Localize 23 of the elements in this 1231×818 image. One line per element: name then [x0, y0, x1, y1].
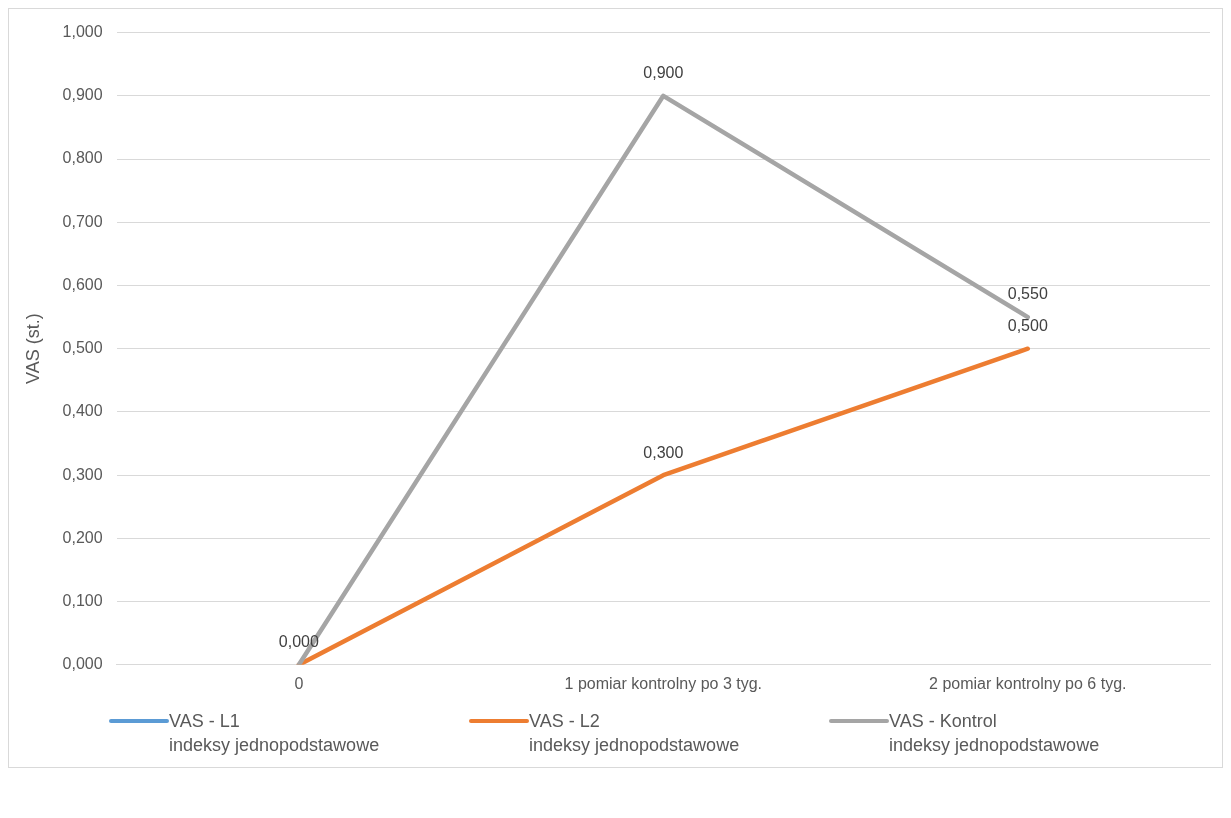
x-tick-label: 2 pomiar kontrolny po 6 tyg. — [929, 674, 1127, 692]
y-tick-label: 0,300 — [62, 465, 103, 483]
legend-label: VAS - L1 indeksy jednopodstawowe — [169, 710, 380, 757]
data-label: 0,550 — [1007, 285, 1048, 303]
y-tick-label: 0,100 — [62, 591, 103, 609]
y-tick-label: 0,400 — [62, 402, 103, 420]
y-tick-label: 0,200 — [62, 528, 103, 546]
data-label: 0,000 — [278, 633, 319, 651]
y-tick-label: 0,700 — [62, 212, 103, 230]
data-label: 0,500 — [1007, 317, 1048, 335]
y-tick-label: 0,600 — [62, 275, 103, 293]
y-tick-label: 0,900 — [62, 86, 103, 104]
y-tick-label: 0,000 — [62, 655, 103, 673]
legend-label: VAS - Kontrol indeksy jednopodstawowe — [889, 710, 1100, 757]
y-tick-label: 0,800 — [62, 149, 103, 167]
data-label: 0,900 — [643, 64, 684, 82]
x-tick-label: 1 pomiar kontrolny po 3 tyg. — [564, 674, 763, 692]
data-label: 0,300 — [643, 443, 684, 461]
x-tick-label: 0 — [294, 674, 304, 692]
y-axis-title: VAS (st.) — [22, 313, 43, 385]
legend-label: VAS - L2 indeksy jednopodstawowe — [529, 710, 740, 757]
y-tick-label: 0,500 — [62, 339, 103, 357]
y-tick-label: 1,000 — [62, 23, 103, 41]
